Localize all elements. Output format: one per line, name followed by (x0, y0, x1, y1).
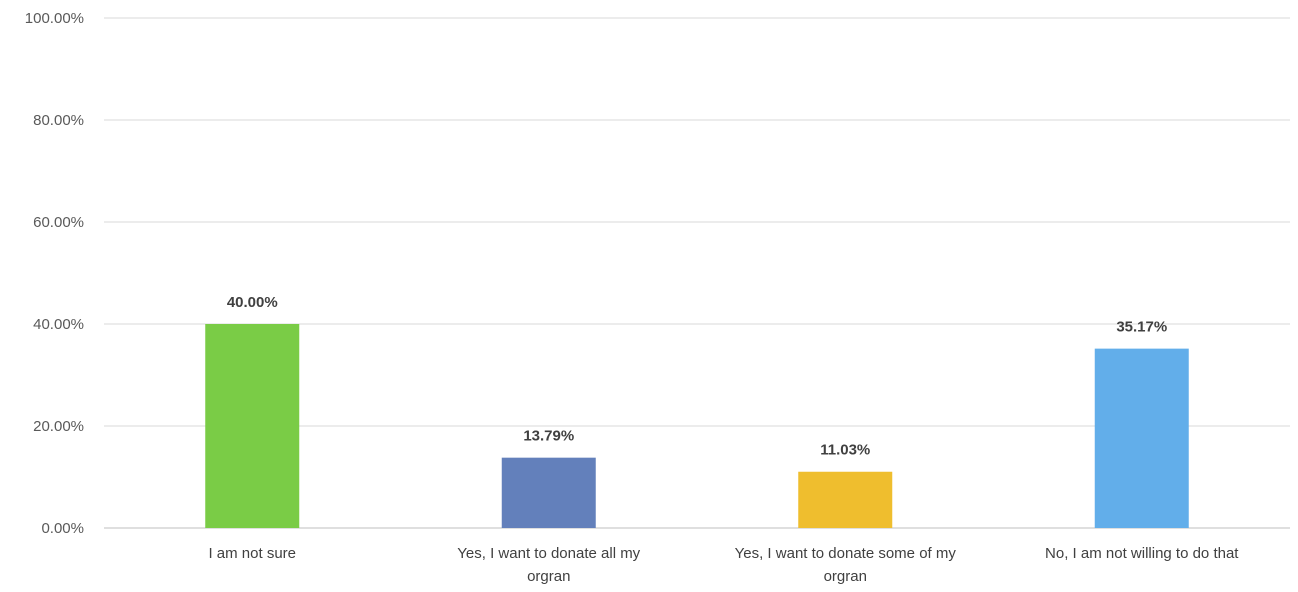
bar (1094, 348, 1189, 528)
category-label: Yes, I want to donate some of my (735, 545, 957, 562)
y-tick-label: 40.00% (33, 316, 84, 333)
data-label: 35.17% (1116, 319, 1167, 336)
y-tick-label: 80.00% (33, 112, 84, 129)
data-label: 11.03% (820, 442, 870, 459)
bars (205, 324, 1189, 528)
category-label: I am not sure (208, 545, 296, 562)
y-axis-tick-labels: 0.00% 20.00% 40.00% 60.00% 80.00% 100.00% (25, 10, 84, 537)
bar (501, 457, 596, 528)
category-label: orgran (527, 568, 570, 585)
category-label: orgran (824, 568, 867, 585)
data-labels: 40.00% 13.79% 11.03% 35.17% (227, 294, 1167, 459)
data-label: 40.00% (227, 294, 278, 311)
x-axis-category-labels: I am not sure Yes, I want to donate all m… (208, 545, 1239, 585)
category-label: No, I am not willing to do that (1045, 545, 1239, 562)
bar (798, 471, 893, 528)
gridlines (104, 17, 1290, 529)
bar (205, 324, 300, 528)
y-tick-label: 20.00% (33, 418, 84, 435)
data-label: 13.79% (523, 428, 574, 445)
y-tick-label: 60.00% (33, 214, 84, 231)
y-tick-label: 0.00% (41, 520, 84, 537)
category-label: Yes, I want to donate all my (457, 545, 640, 562)
y-tick-label: 100.00% (25, 10, 84, 27)
